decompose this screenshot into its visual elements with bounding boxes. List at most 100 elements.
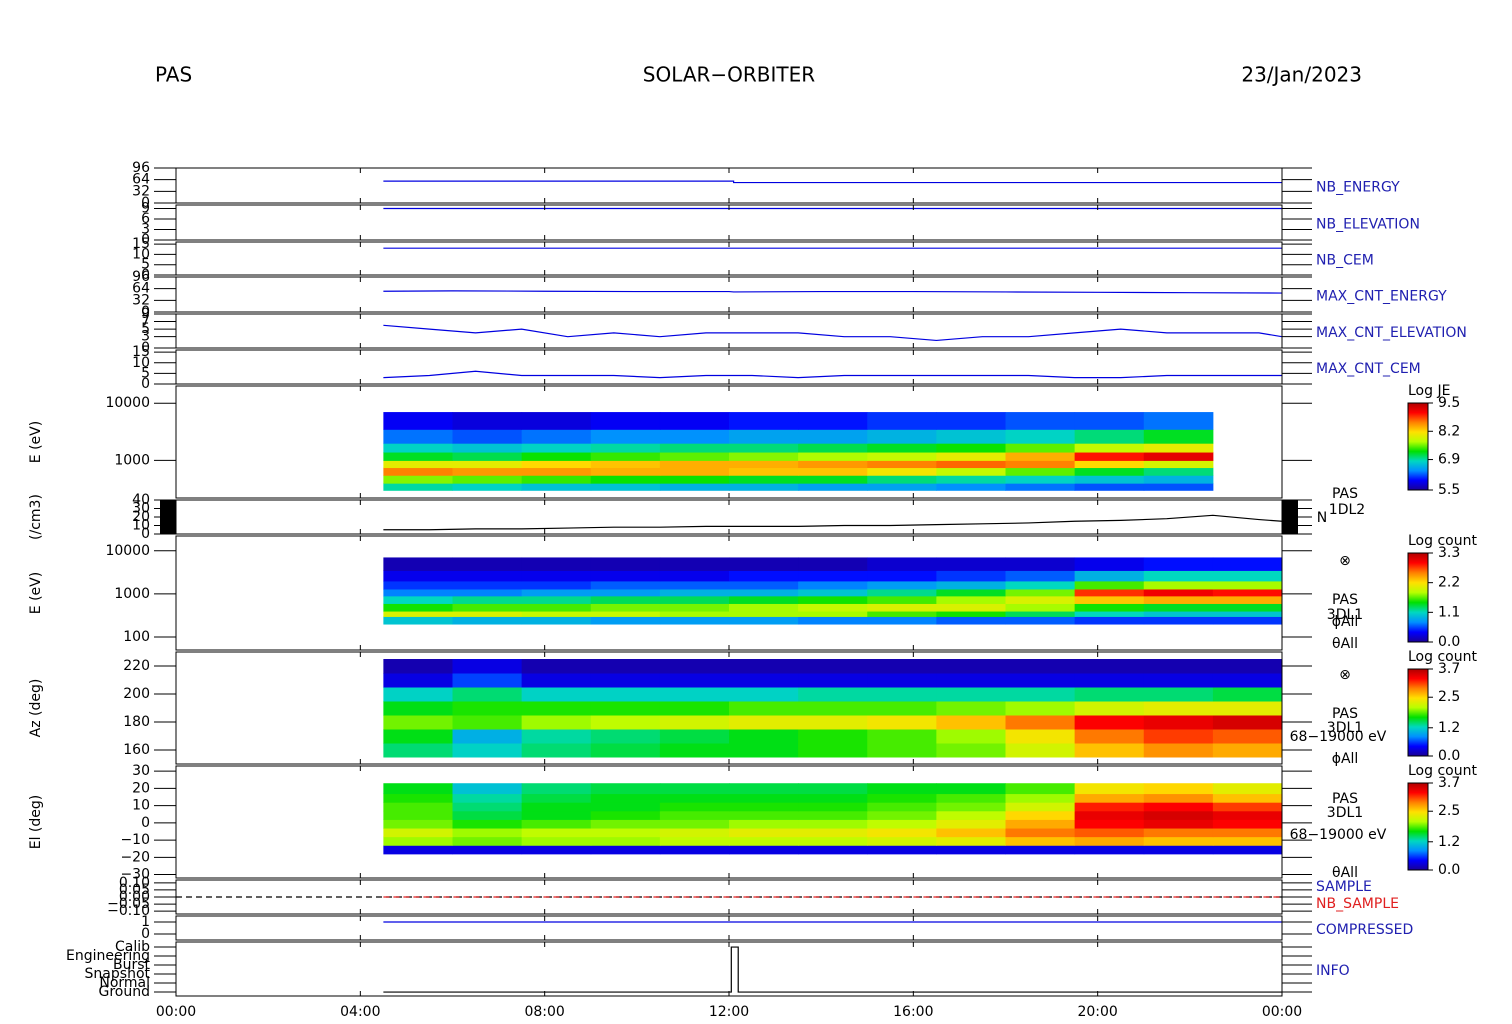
heatmap-cell [1143, 443, 1214, 453]
heatmap-cell [1074, 570, 1145, 582]
heatmap-cell [729, 743, 799, 758]
heatmap-cell [1005, 616, 1076, 625]
heatmap-cell [936, 783, 1006, 795]
header-right: 23/Jan/2023 [1241, 63, 1362, 87]
heatmap-cell [867, 836, 937, 846]
heatmap-cell [936, 429, 1006, 444]
y-tick-label: 40 [132, 492, 150, 508]
heatmap-cell [729, 802, 799, 812]
colorbar-label: Log JE [1408, 383, 1450, 399]
heatmap-cell [590, 452, 661, 461]
y-tick-label: 0 [141, 526, 150, 542]
colorbar-tick-label: 5.5 [1438, 482, 1460, 498]
heatmap-cell [659, 429, 730, 444]
heatmap-cell [659, 673, 730, 688]
heatmap-cell [729, 783, 799, 795]
heatmap-cell [659, 452, 730, 461]
y-tick-label: 7 [141, 314, 150, 330]
heatmap-cell [521, 715, 592, 730]
heatmap-cell [521, 819, 592, 829]
colorbar [1407, 668, 1429, 757]
heatmap-cell [452, 483, 523, 491]
heatmap-cell [521, 595, 592, 604]
y-tick-label: 200 [123, 686, 150, 702]
annotation: PAS [1332, 706, 1358, 722]
heatmap-cell [867, 429, 937, 444]
y-tick-label: 0 [141, 926, 150, 942]
heatmap-cell [1074, 729, 1145, 744]
heatmap-cell [590, 483, 661, 491]
colorbar-tick-label: 0.0 [1438, 634, 1460, 650]
panel-name: NB_SAMPLE [1316, 896, 1399, 912]
heatmap-cell [1005, 483, 1076, 491]
heatmap-cell [867, 810, 937, 820]
y-tick-label: 96 [132, 160, 150, 176]
heatmap-cell [1143, 793, 1214, 803]
heatmap-cell [1005, 412, 1076, 430]
y-axis-label: El (deg) [28, 795, 44, 850]
y-tick-label: 1 [141, 914, 150, 930]
heatmap-cell [452, 603, 523, 612]
heatmap-cell [936, 452, 1006, 461]
heatmap-cell [936, 793, 1006, 803]
heatmap-cell [1074, 460, 1145, 469]
heatmap-cell [936, 810, 1006, 820]
heatmap-cell [798, 429, 868, 444]
heatmap-cell [1143, 673, 1214, 688]
heatmap-cell [1143, 836, 1214, 846]
colorbar-tick-label: 8.2 [1438, 423, 1460, 439]
heatmap-cell [659, 793, 730, 803]
heatmap-cell [521, 743, 592, 758]
heatmap-cell [452, 557, 523, 571]
heatmap-cell [798, 616, 868, 625]
heatmap-cell [729, 483, 799, 491]
annotation: PAS [1332, 791, 1358, 807]
y-axis-label: Az (deg) [28, 679, 44, 738]
heatmap-cell [936, 729, 1006, 744]
heatmap-cell [729, 443, 799, 453]
heatmap-cell [590, 603, 661, 612]
heatmap-cell [729, 588, 799, 597]
heatmap-cell [936, 595, 1006, 604]
heatmap-cell [659, 659, 730, 674]
series-line [383, 290, 1283, 294]
heatmap-cell [1143, 595, 1214, 604]
annotation: N [1317, 510, 1327, 526]
heatmap-cell [1074, 659, 1145, 674]
heatmap-cell [590, 828, 661, 838]
heatmap-cell [383, 611, 453, 617]
y-tick-label: −20 [120, 849, 150, 865]
annotation: 68−19000 eV [1290, 729, 1387, 745]
heatmap-cell [1005, 836, 1076, 846]
heatmap-cell [383, 783, 453, 795]
y-tick-label: 0 [141, 232, 150, 248]
heatmap-cell [590, 802, 661, 812]
heatmap-cell [521, 793, 592, 803]
heatmap-cell [1074, 845, 1145, 855]
heatmap-cell [798, 819, 868, 829]
heatmap-cell [798, 580, 868, 590]
colorbar [1407, 782, 1429, 871]
y-axis-label: (/cm3) [28, 494, 44, 540]
heatmap-cell [383, 802, 453, 812]
heatmap-cell [798, 467, 868, 476]
heatmap-cell [867, 580, 937, 590]
heatmap-cell [521, 603, 592, 612]
heatmap-cell [1074, 588, 1145, 597]
heatmap-cell [383, 845, 453, 855]
heatmap-cell [659, 475, 730, 484]
heatmap-cell [798, 603, 868, 612]
heatmap-cell [729, 793, 799, 803]
panel-name: NB_ENERGY [1316, 180, 1400, 196]
heatmap-cell [729, 603, 799, 612]
heatmap-cell [1074, 673, 1145, 688]
heatmap-cell [521, 828, 592, 838]
heatmap-cell [867, 483, 937, 491]
annotation: 3DL1 [1327, 805, 1363, 821]
heatmap-cell [729, 828, 799, 838]
heatmap-cell [521, 452, 592, 461]
heatmap-cell [1143, 570, 1214, 582]
heatmap-cell [798, 845, 868, 855]
heatmap-cell [452, 611, 523, 617]
heatmap-cell [729, 845, 799, 855]
